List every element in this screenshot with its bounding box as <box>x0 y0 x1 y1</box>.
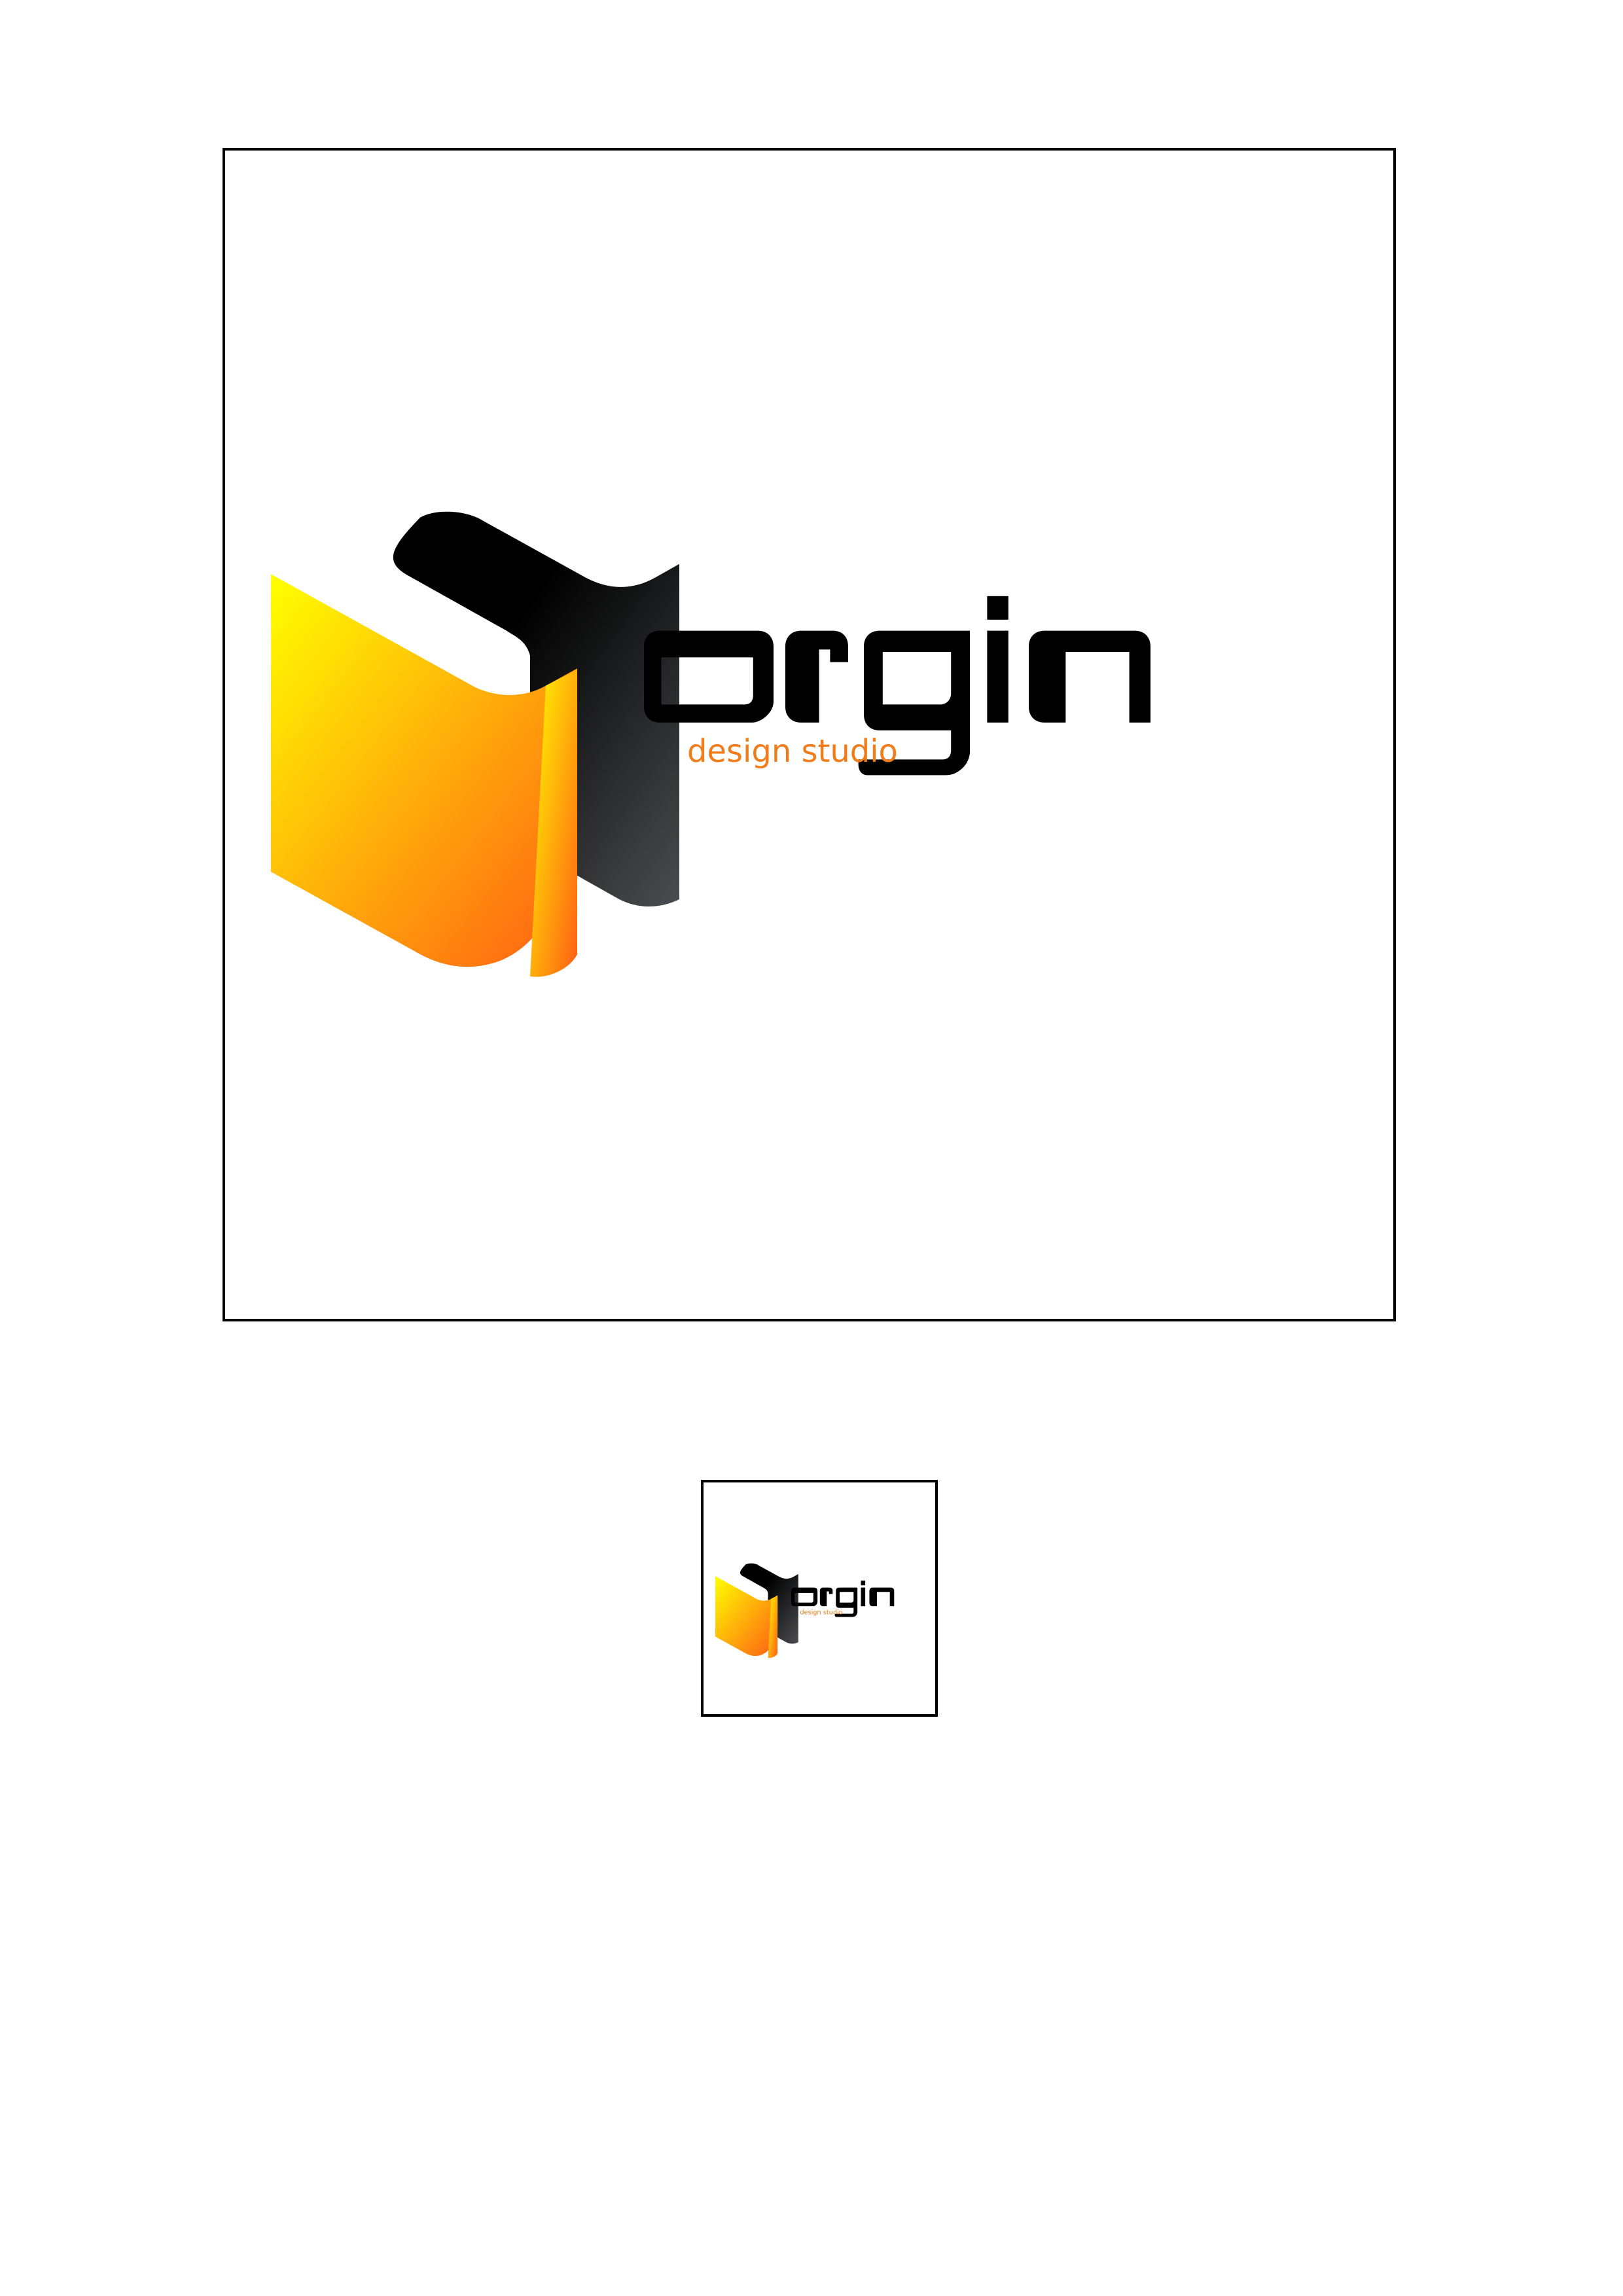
logo-preview-large: design studio <box>223 148 1396 1321</box>
logo-tagline: design studio <box>687 733 898 770</box>
logo-preview-small: design studio <box>701 1480 938 1717</box>
logo-tagline-small: design studio <box>800 1609 842 1616</box>
